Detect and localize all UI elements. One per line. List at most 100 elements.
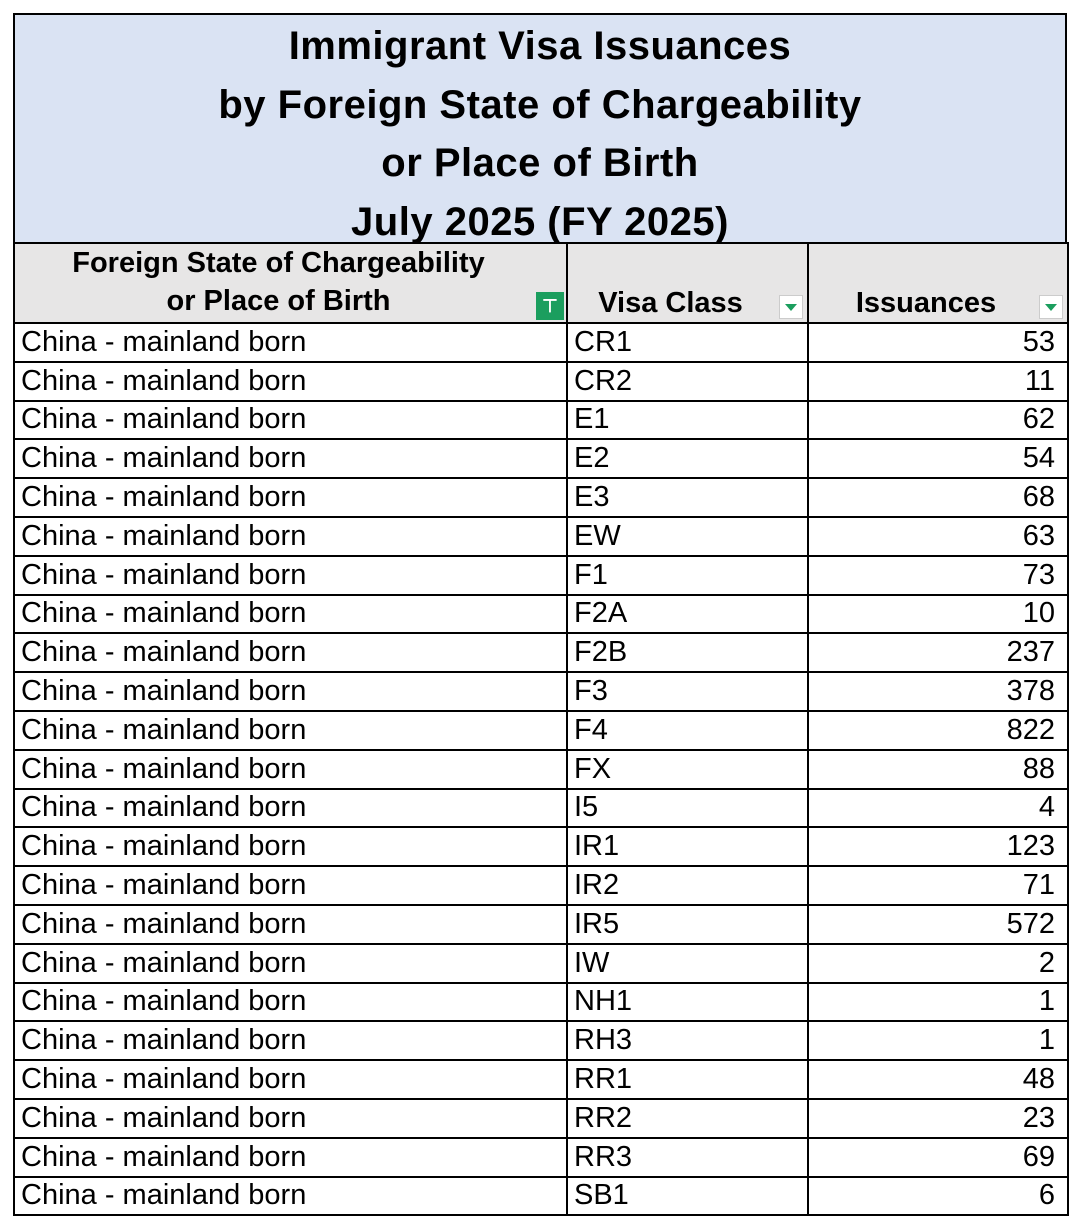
issuances-cell[interactable]: 1 — [807, 1020, 1069, 1062]
table-row: China - mainland born F3 378 — [13, 671, 1069, 712]
issuances-cell[interactable]: 88 — [807, 748, 1069, 790]
table-row: China - mainland born E2 54 — [13, 438, 1069, 480]
visa-class-cell[interactable]: F2B — [566, 632, 809, 674]
visa-class-cell[interactable]: IR2 — [566, 865, 809, 906]
visa-class-cell[interactable]: E1 — [566, 399, 809, 441]
issuances-cell[interactable]: 23 — [807, 1097, 1069, 1139]
header-line: or Place of Birth — [166, 285, 391, 317]
table-row: China - mainland born RR3 69 — [13, 1136, 1069, 1178]
table-row: China - mainland born RR2 23 — [13, 1097, 1069, 1139]
table-row: China - mainland born F2A 10 — [13, 593, 1069, 635]
table-row: China - mainland born FX 88 — [13, 748, 1069, 790]
country-cell[interactable]: China - mainland born — [13, 1136, 568, 1178]
visa-class-cell[interactable]: F2A — [566, 593, 809, 635]
table-row: China - mainland born IR2 71 — [13, 865, 1069, 906]
issuances-cell[interactable]: 572 — [807, 903, 1069, 945]
country-cell[interactable]: China - mainland born — [13, 1059, 568, 1100]
visa-class-cell[interactable]: CR2 — [566, 360, 809, 402]
country-cell[interactable]: China - mainland born — [13, 1097, 568, 1139]
visa-class-cell[interactable]: RR3 — [566, 1136, 809, 1178]
visa-class-cell[interactable]: I5 — [566, 787, 809, 829]
country-cell[interactable]: China - mainland born — [13, 477, 568, 518]
visa-class-cell[interactable]: RR1 — [566, 1059, 809, 1100]
issuances-cell[interactable]: 73 — [807, 554, 1069, 596]
issuances-cell[interactable]: 123 — [807, 826, 1069, 868]
issuances-cell[interactable]: 6 — [807, 1175, 1069, 1217]
country-cell[interactable]: China - mainland born — [13, 360, 568, 402]
country-cell[interactable]: China - mainland born — [13, 865, 568, 906]
country-cell[interactable]: China - mainland born — [13, 515, 568, 557]
country-cell[interactable]: China - mainland born — [13, 787, 568, 829]
visa-class-cell[interactable]: IR5 — [566, 903, 809, 945]
country-cell[interactable]: China - mainland born — [13, 322, 568, 363]
country-cell[interactable]: China - mainland born — [13, 826, 568, 868]
visa-class-cell[interactable]: SB1 — [566, 1175, 809, 1217]
issuances-cell[interactable]: 54 — [807, 438, 1069, 480]
country-cell[interactable]: China - mainland born — [13, 748, 568, 790]
issuances-cell[interactable]: 4 — [807, 787, 1069, 829]
country-cell[interactable]: China - mainland born — [13, 903, 568, 945]
issuances-cell[interactable]: 378 — [807, 671, 1069, 712]
column-header-country[interactable]: Foreign State of Chargeability or Place … — [13, 242, 568, 324]
country-cell[interactable]: China - mainland born — [13, 1020, 568, 1062]
country-cell[interactable]: China - mainland born — [13, 942, 568, 984]
header-label: Issuances — [855, 287, 997, 319]
country-cell[interactable]: China - mainland born — [13, 709, 568, 751]
visa-class-cell[interactable]: F4 — [566, 709, 809, 751]
visa-class-cell[interactable]: NH1 — [566, 981, 809, 1023]
table-row: China - mainland born EW 63 — [13, 515, 1069, 557]
country-cell[interactable]: China - mainland born — [13, 593, 568, 635]
country-cell[interactable]: China - mainland born — [13, 399, 568, 441]
table-row: China - mainland born F2B 237 — [13, 632, 1069, 674]
visa-class-cell[interactable]: F1 — [566, 554, 809, 596]
visa-class-cell[interactable]: E3 — [566, 477, 809, 518]
issuances-cell[interactable]: 69 — [807, 1136, 1069, 1178]
filter-active-icon[interactable]: ⊤ — [536, 292, 564, 320]
issuances-cell[interactable]: 1 — [807, 981, 1069, 1023]
issuances-cell[interactable]: 68 — [807, 477, 1069, 518]
dropdown-arrow-icon[interactable] — [1039, 295, 1063, 319]
header-label: Visa Class — [598, 287, 743, 319]
country-cell[interactable]: China - mainland born — [13, 632, 568, 674]
title-line: July 2025 (FY 2025) — [351, 199, 729, 243]
table-row: China - mainland born IR5 572 — [13, 903, 1069, 945]
visa-class-cell[interactable]: IW — [566, 942, 809, 984]
country-cell[interactable]: China - mainland born — [13, 554, 568, 596]
country-cell[interactable]: China - mainland born — [13, 671, 568, 712]
title-line: Immigrant Visa Issuances — [288, 24, 792, 68]
country-cell[interactable]: China - mainland born — [13, 438, 568, 480]
table-row: China - mainland born RH3 1 — [13, 1020, 1069, 1062]
column-header-issuances[interactable]: Issuances — [807, 242, 1069, 324]
country-cell[interactable]: China - mainland born — [13, 981, 568, 1023]
table-title: Immigrant Visa Issuances by Foreign Stat… — [13, 13, 1067, 242]
visa-class-cell[interactable]: EW — [566, 515, 809, 557]
issuances-cell[interactable]: 71 — [807, 865, 1069, 906]
issuances-cell[interactable]: 48 — [807, 1059, 1069, 1100]
issuances-cell[interactable]: 63 — [807, 515, 1069, 557]
issuances-cell[interactable]: 11 — [807, 360, 1069, 402]
issuances-cell[interactable]: 62 — [807, 399, 1069, 441]
country-cell[interactable]: China - mainland born — [13, 1175, 568, 1217]
visa-class-cell[interactable]: FX — [566, 748, 809, 790]
visa-class-cell[interactable]: F3 — [566, 671, 809, 712]
issuances-cell[interactable]: 2 — [807, 942, 1069, 984]
issuances-cell[interactable]: 10 — [807, 593, 1069, 635]
table-row: China - mainland born F4 822 — [13, 709, 1069, 751]
visa-table-sheet: Immigrant Visa Issuances by Foreign Stat… — [13, 13, 1069, 1217]
visa-class-cell[interactable]: IR1 — [566, 826, 809, 868]
visa-class-cell[interactable]: RR2 — [566, 1097, 809, 1139]
table-row: China - mainland born I5 4 — [13, 787, 1069, 829]
visa-class-cell[interactable]: CR1 — [566, 322, 809, 363]
issuances-cell[interactable]: 822 — [807, 709, 1069, 751]
visa-class-cell[interactable]: RH3 — [566, 1020, 809, 1062]
table-row: China - mainland born SB1 6 — [13, 1175, 1069, 1217]
column-header-visa-class[interactable]: Visa Class — [566, 242, 809, 324]
title-line: or Place of Birth — [381, 141, 699, 185]
table-row: China - mainland born E1 62 — [13, 399, 1069, 441]
issuance-table: Foreign State of Chargeability or Place … — [13, 242, 1069, 1217]
dropdown-arrow-icon[interactable] — [779, 295, 803, 319]
visa-class-cell[interactable]: E2 — [566, 438, 809, 480]
issuances-cell[interactable]: 53 — [807, 322, 1069, 363]
issuances-cell[interactable]: 237 — [807, 632, 1069, 674]
table-row: China - mainland born F1 73 — [13, 554, 1069, 596]
